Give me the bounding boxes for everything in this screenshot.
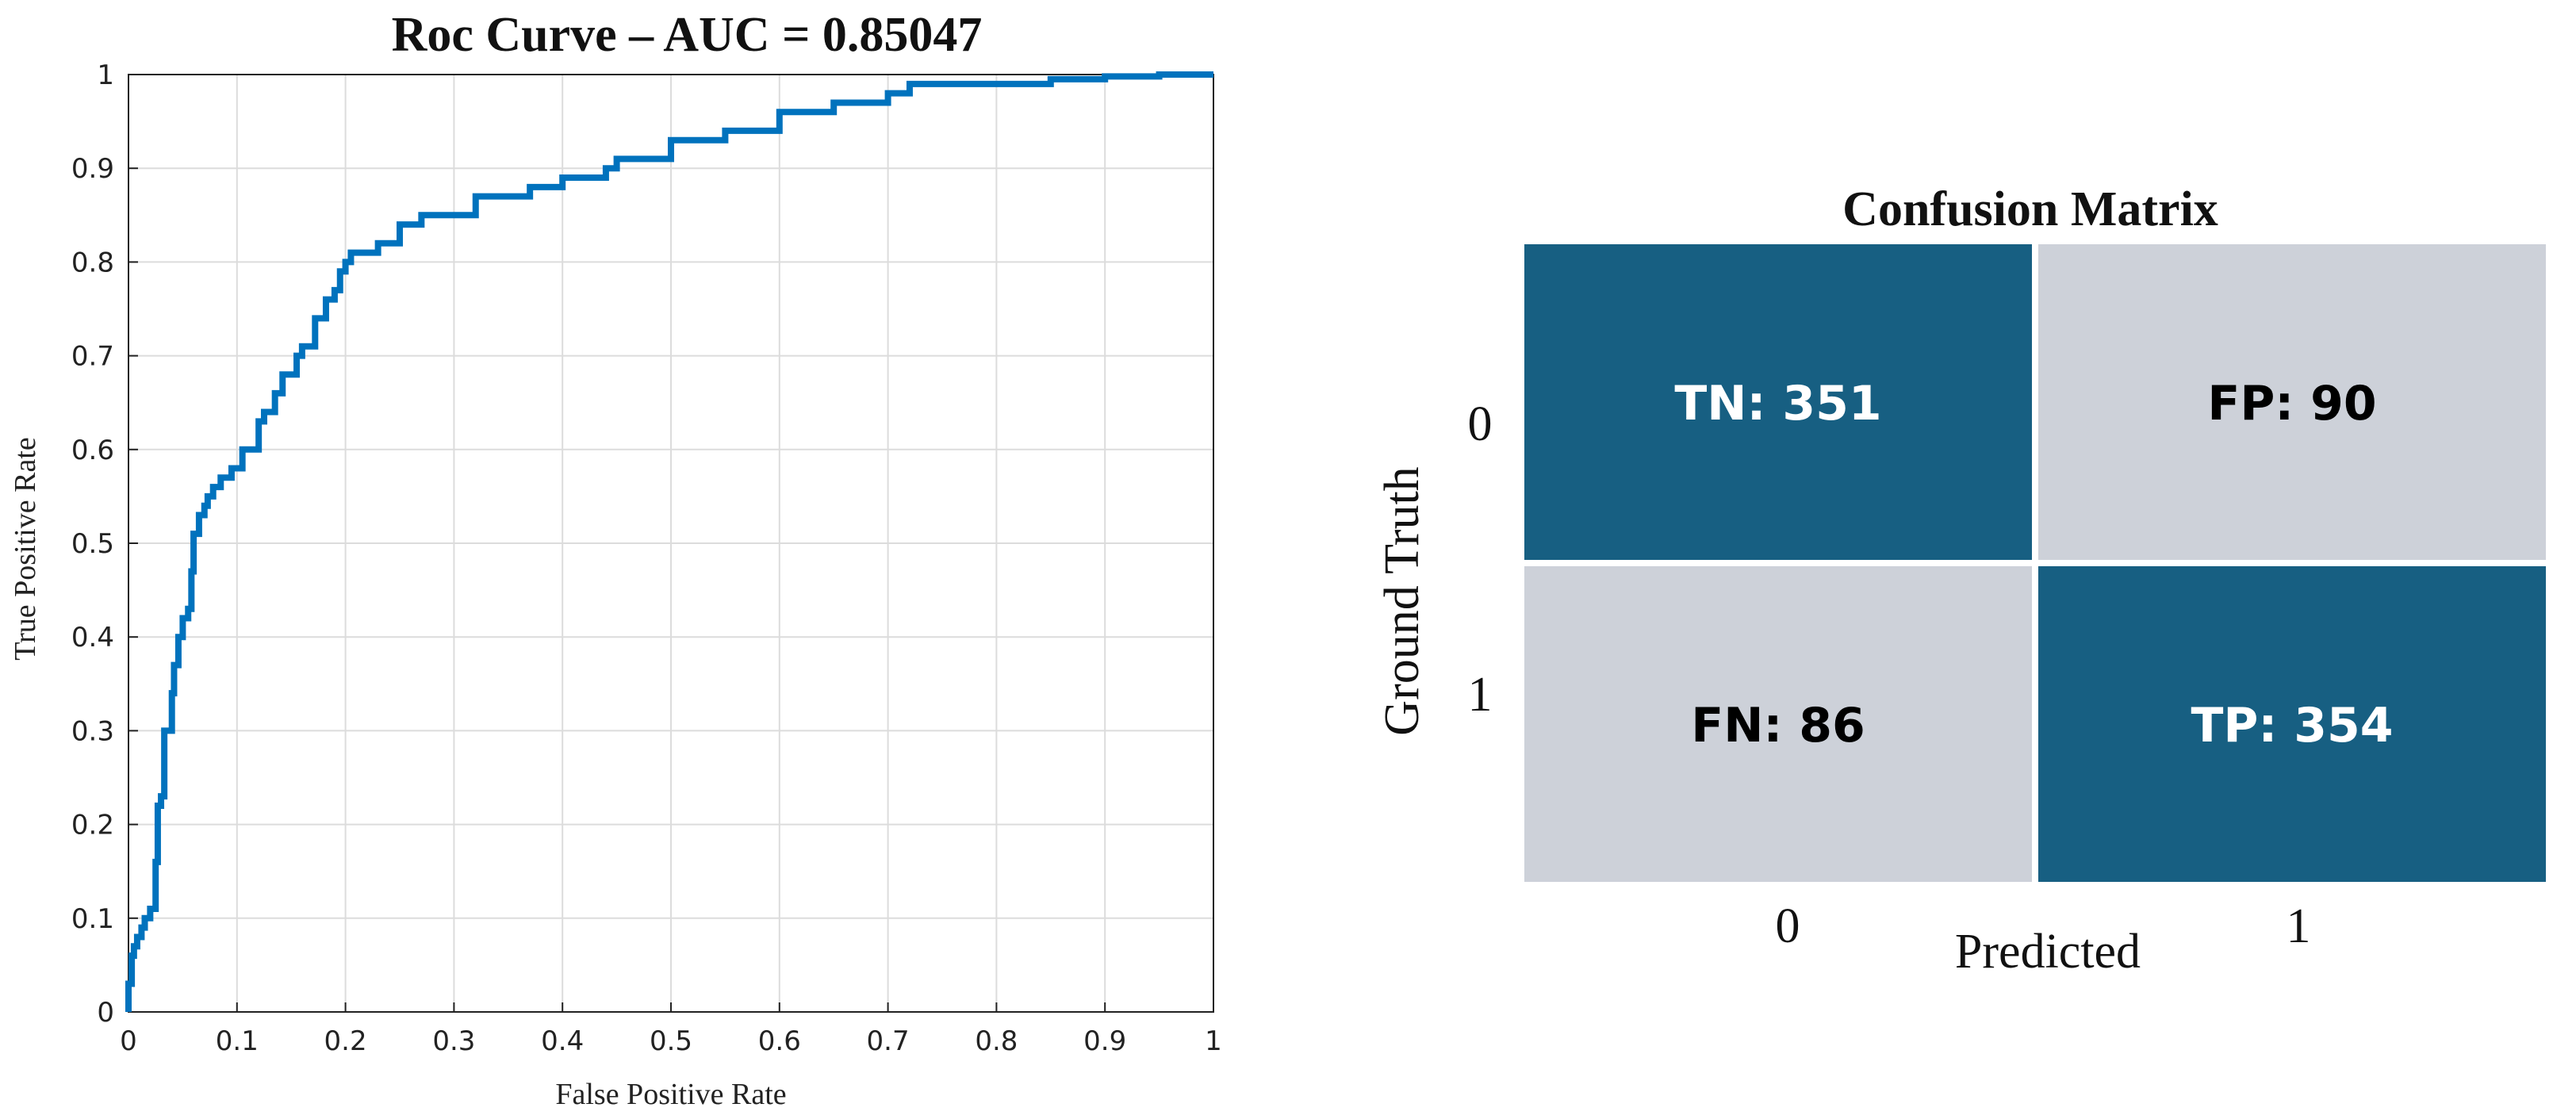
cm-cell-fp [2038,244,2546,560]
cm-x-tick-1: 1 [2287,899,2311,953]
roc-y-tick-label-6: 0.6 [71,435,114,466]
cm-cell-text-fn: FN: 86 [1691,698,1865,753]
roc-x-tick-label-10: 1 [1205,1025,1222,1057]
cm-y-tick-1: 1 [1468,668,1493,722]
roc-y-tick-label-2: 0.2 [71,810,114,841]
roc-chart: Roc Curve – AUC = 0.85047 0 0.1 0.2 0.3 0.4 0… [9,8,1222,1111]
cm-y-axis-label: Ground Truth [1375,466,1429,735]
roc-y-tick-label-4: 0.4 [71,622,114,653]
roc-x-tick-label-2: 0.2 [324,1025,367,1057]
roc-y-tick-label-3: 0.3 [71,715,114,747]
roc-x-tick-label-9: 0.9 [1083,1025,1126,1057]
roc-y-tick-label-8: 0.8 [71,247,114,278]
roc-y-tick-label-1: 0.1 [71,903,114,935]
roc-x-tick-label-7: 0.7 [867,1025,910,1057]
roc-y-tick-label-9: 0.9 [71,153,114,185]
cm-x-axis-label: Predicted [1955,925,2141,979]
roc-y-ticks: 0 0.1 0.2 0.3 0.4 0.5 0.6 0.7 0.8 0.9 1 [71,59,138,1029]
cm-title: Confusion Matrix [1842,182,2218,236]
roc-y-tick-label-5: 0.5 [71,528,114,560]
roc-x-tick-label-5: 0.5 [650,1025,692,1057]
roc-x-axis-label: False Positive Rate [555,1078,786,1111]
roc-y-tick-label-0: 0 [97,997,114,1029]
cm-cell-text-tp: TP: 354 [2191,698,2393,753]
roc-y-axis-label: True Positive Rate [9,437,42,661]
roc-y-tick-label-7: 0.7 [71,341,114,373]
cm-y-tick-0: 0 [1468,397,1493,451]
roc-y-tick-label-10: 1 [97,59,114,91]
roc-title: Roc Curve – AUC = 0.85047 [392,8,983,62]
cm-cell-text-tn: TN: 351 [1674,376,1881,431]
cm-cell-tn [1524,244,2032,560]
cm-cell-text-fp: FP: 90 [2207,376,2376,431]
roc-x-tick-label-0: 0 [120,1025,137,1057]
roc-grid [128,75,1213,1012]
roc-x-tick-label-1: 0.1 [216,1025,259,1057]
confusion-matrix: Confusion Matrix TN: 351 FP: 90 FN: 86 TP: … [1375,182,2546,979]
roc-x-tick-label-6: 0.6 [758,1025,801,1057]
cm-cells: TN: 351 FP: 90 FN: 86 TP: 354 [1524,244,2546,882]
roc-x-tick-label-4: 0.4 [541,1025,584,1057]
cm-x-tick-0: 0 [1776,899,1800,953]
roc-x-tick-label-8: 0.8 [975,1025,1018,1057]
roc-x-ticks: 0 0.1 0.2 0.3 0.4 0.5 0.6 0.7 0.8 0.9 1 [120,1002,1222,1057]
roc-curve-line [125,71,1213,1012]
cm-cell-tp [2038,566,2546,882]
cm-cell-fn [1524,566,2032,882]
roc-x-tick-label-3: 0.3 [432,1025,475,1057]
